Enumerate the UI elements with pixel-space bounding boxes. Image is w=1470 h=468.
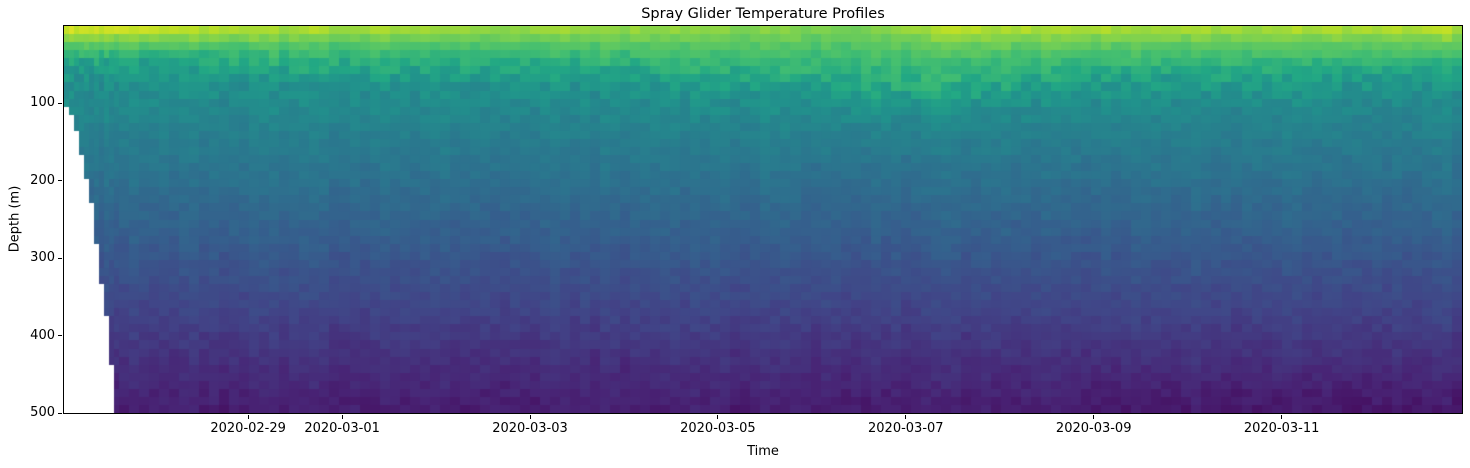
x-tick-mark	[247, 415, 249, 419]
heatmap-plot-area	[64, 26, 1462, 413]
y-tick-mark	[58, 412, 62, 414]
x-tick-mark	[1093, 415, 1095, 419]
y-tick-label: 500	[30, 405, 55, 420]
x-tick-mark	[1281, 415, 1283, 419]
chart-title: Spray Glider Temperature Profiles	[641, 6, 885, 22]
y-tick-label: 400	[30, 327, 55, 343]
x-tick-mark	[905, 415, 907, 419]
y-tick-mark	[58, 102, 62, 104]
x-axis-label: Time	[747, 444, 779, 459]
y-tick-label: 300	[30, 250, 55, 266]
x-tick-label: 2020-02-29	[210, 421, 286, 436]
y-tick-mark	[58, 180, 62, 182]
y-tick-mark	[58, 335, 62, 337]
y-axis-label: Depth (m)	[7, 185, 23, 253]
x-tick-label: 2020-03-03	[492, 421, 568, 436]
y-tick-label: 100	[30, 95, 55, 111]
x-tick-mark	[717, 415, 719, 419]
x-tick-label: 2020-03-05	[680, 421, 756, 436]
x-tick-label: 2020-03-01	[304, 421, 380, 436]
x-tick-label: 2020-03-07	[868, 421, 944, 436]
y-tick-mark	[58, 257, 62, 259]
x-tick-label: 2020-03-09	[1055, 421, 1132, 436]
x-tick-label: 2020-03-11	[1243, 421, 1320, 436]
y-tick-label: 200	[30, 172, 55, 188]
x-tick-mark	[341, 415, 343, 419]
x-tick-mark	[529, 415, 531, 419]
